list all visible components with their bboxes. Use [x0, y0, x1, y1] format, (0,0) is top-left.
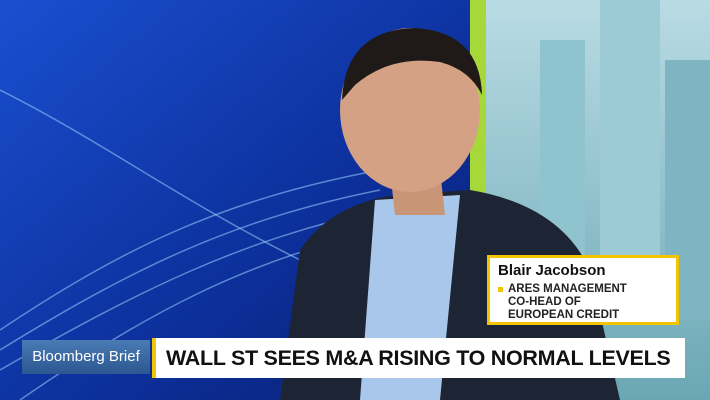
person-title: ARES MANAGEMENT — [498, 283, 668, 296]
person-title: EUROPEAN CREDIT — [508, 309, 620, 321]
show-name: Bloomberg Brief — [22, 340, 150, 374]
name-box: Blair Jacobson ARES MANAGEMENT CO-HEAD O… — [487, 255, 679, 325]
person-title: CO-HEAD OF — [508, 296, 581, 308]
headline: WALL ST SEES M&A RISING TO NORMAL LEVELS — [152, 338, 685, 378]
person-name: Blair Jacobson — [498, 262, 606, 279]
